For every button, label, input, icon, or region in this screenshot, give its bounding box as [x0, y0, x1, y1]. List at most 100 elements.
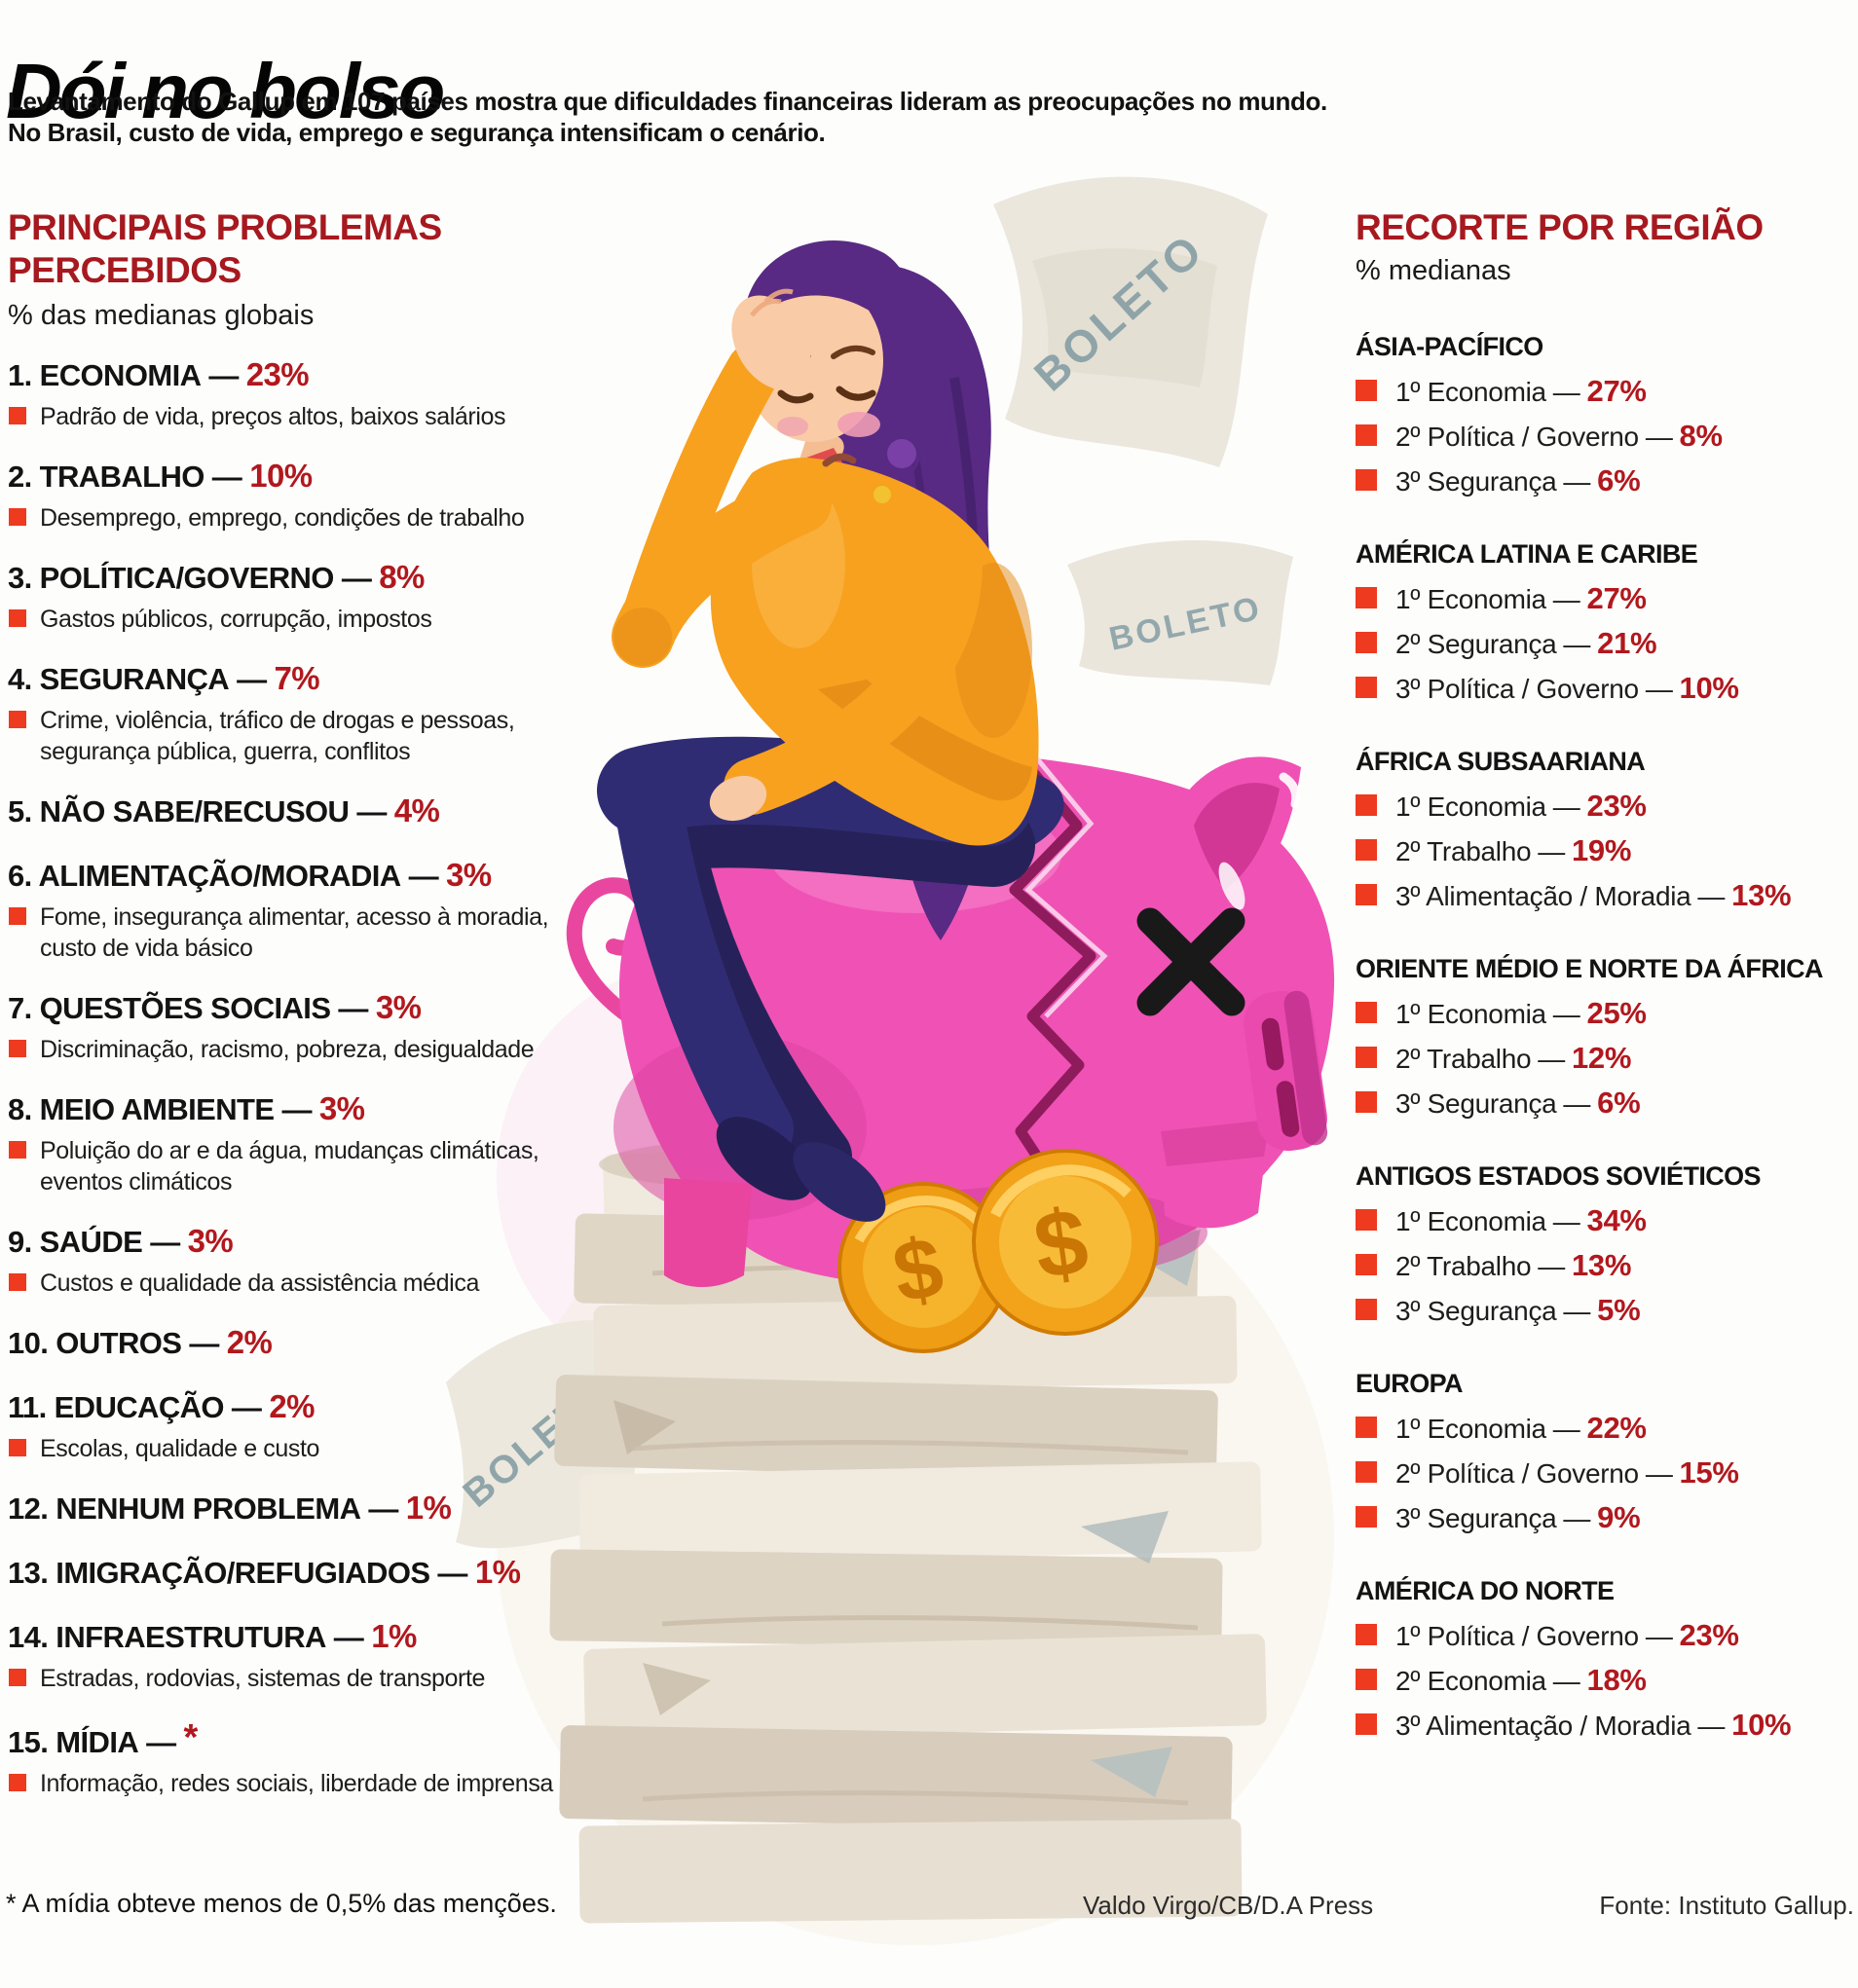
problem-value: 1%: [474, 1554, 521, 1590]
left-column-heading: PRINCIPAIS PROBLEMAS PERCEBIDOS: [8, 207, 442, 290]
bullet-square-icon: [1356, 1713, 1377, 1735]
pig-foot-left: [664, 1178, 752, 1288]
bullet-square-icon: [9, 711, 26, 728]
dash-separator: —: [1697, 881, 1726, 911]
bullet-square-icon: [1356, 380, 1377, 401]
dash-separator: —: [1645, 674, 1673, 704]
dash-separator: —: [211, 460, 242, 494]
problem-label: 3. POLÍTICA/GOVERNO: [8, 561, 334, 595]
region-europa: EUROPA 1º Economia —22% 2º Política / Gov…: [1356, 1367, 1858, 1535]
dash-separator: —: [208, 358, 239, 392]
region-rank-item: 3º Segurança —9%: [1356, 1501, 1858, 1535]
woman-face: [743, 278, 883, 442]
subtitle-line1: Levantamento do Gallup em 107 países mos…: [8, 87, 1327, 116]
problem-item-8: 8. MEIO AMBIENTE —3% Poluição do ar e da …: [8, 1089, 575, 1197]
problem-item-12: 12. NENHUM PROBLEMA —1%: [8, 1489, 575, 1528]
problem-desc: Fome, insegurança alimentar, acesso à mo…: [40, 903, 549, 962]
rank-label: 1º Política / Governo: [1395, 1621, 1639, 1651]
problem-value: 7%: [274, 660, 319, 696]
region-rank-item: 2º Segurança —21%: [1356, 627, 1858, 661]
region-rank-item: 3º Segurança —6%: [1356, 1086, 1858, 1121]
woman-ponytail: [809, 264, 999, 940]
bullet-square-icon: [1356, 839, 1377, 861]
woman-eyebrow: [772, 350, 811, 363]
woman-closed-eye: [836, 386, 876, 401]
problem-label: 12. NENHUM PROBLEMA: [8, 1491, 361, 1526]
boleto-paper-middle: BOLETO: [1067, 539, 1293, 685]
woman-blush: [777, 417, 808, 436]
bullet-square-icon: [9, 1669, 26, 1686]
pig-ear: [1169, 756, 1301, 915]
rank-label: 3º Política / Governo: [1395, 674, 1639, 704]
page-title: Dói no bolso: [6, 47, 445, 134]
bullet-square-icon: [1356, 677, 1377, 698]
woman-hand-on-knee: [709, 775, 767, 822]
woman-hip: [922, 770, 1064, 862]
woman-calf-far: [638, 803, 852, 1189]
bullet-square-icon: [9, 1141, 26, 1159]
rank-label: 3º Segurança: [1395, 1296, 1557, 1326]
bullet-square-icon: [1356, 424, 1377, 446]
left-column-subheading: % das medianas globais: [8, 300, 315, 331]
woman-hair-side: [896, 290, 941, 475]
bullet-square-icon: [1356, 1091, 1377, 1113]
pig-x-eye: [1136, 907, 1245, 1016]
problem-item-5: 5. NÃO SABE/RECUSOU —4%: [8, 792, 575, 831]
problem-label: 13. IMIGRAÇÃO/REFUGIADOS: [8, 1556, 430, 1590]
bullet-square-icon: [1356, 1047, 1377, 1068]
dash-separator: —: [1552, 792, 1580, 822]
bullet-square-icon: [1356, 1002, 1377, 1023]
boleto-paper-top: BOLETO: [993, 176, 1268, 467]
region-rank-item: 3º Segurança —6%: [1356, 464, 1858, 498]
dash-separator: —: [1538, 1044, 1565, 1074]
bullet-square-icon: [9, 1040, 26, 1057]
bullet-square-icon: [1356, 469, 1377, 491]
region-rank-item: 2º Trabalho —12%: [1356, 1042, 1858, 1076]
bullet-square-icon: [1356, 884, 1377, 905]
dash-separator: —: [1552, 999, 1580, 1029]
region-america-do-norte: AMÉRICA DO NORTE 1º Política / Governo —2…: [1356, 1574, 1858, 1743]
rank-value: 12%: [1571, 1041, 1632, 1075]
rank-value: 15%: [1679, 1455, 1739, 1490]
rank-value: 25%: [1586, 996, 1647, 1030]
problem-value: 10%: [249, 458, 313, 494]
problem-value: 8%: [379, 559, 425, 595]
dash-separator: —: [368, 1491, 398, 1526]
bullet-square-icon: [1356, 1624, 1377, 1645]
subtitle: Levantamento do Gallup em 107 países mos…: [8, 86, 1327, 148]
region-rank-item: 1º Economia —27%: [1356, 582, 1858, 616]
dash-separator: —: [231, 1390, 262, 1424]
rank-label: 2º Economia: [1395, 1666, 1546, 1696]
dash-separator: —: [150, 1225, 180, 1259]
pig-foot-right: [1161, 1120, 1270, 1229]
right-column-subheading: % medianas: [1356, 255, 1511, 286]
bullet-square-icon: [9, 1273, 26, 1291]
problem-item-6: 6. ALIMENTAÇÃO/MORADIA —3% Fome, insegura…: [8, 856, 575, 964]
dash-separator: —: [1563, 1296, 1591, 1326]
rank-label: 1º Economia: [1395, 1206, 1546, 1236]
rank-label: 2º Política / Governo: [1395, 1458, 1639, 1489]
woman-frown-mouth: [822, 453, 857, 467]
woman-hand-on-forehead: [731, 295, 811, 390]
problem-label: 9. SAÚDE: [8, 1225, 143, 1259]
bullet-square-icon: [1356, 1461, 1377, 1483]
region-rank-item: 1º Política / Governo —23%: [1356, 1619, 1858, 1653]
region-rank-item: 1º Economia —34%: [1356, 1204, 1858, 1238]
problem-label: 15. MÍDIA: [8, 1725, 139, 1759]
dash-separator: —: [408, 859, 439, 893]
dash-separator: —: [1563, 1503, 1591, 1533]
rank-value: 23%: [1679, 1618, 1739, 1652]
rank-label: 3º Alimentação / Moradia: [1395, 881, 1691, 911]
problem-value: 2%: [226, 1324, 273, 1360]
problem-item-9: 9. SAÚDE —3% Custos e qualidade da assist…: [8, 1222, 575, 1299]
bullet-square-icon: [1356, 1299, 1377, 1320]
bullet-square-icon: [1356, 1669, 1377, 1690]
dash-separator: —: [338, 991, 368, 1025]
rank-value: 10%: [1731, 1708, 1792, 1742]
rank-value: 22%: [1586, 1411, 1647, 1445]
problem-label: 8. MEIO AMBIENTE: [8, 1092, 275, 1126]
region-oriente-medio: ORIENTE MÉDIO E NORTE DA ÁFRICA 1º Econo…: [1356, 952, 1858, 1121]
bullet-square-icon: [1356, 1506, 1377, 1528]
rank-label: 3º Segurança: [1395, 466, 1557, 497]
